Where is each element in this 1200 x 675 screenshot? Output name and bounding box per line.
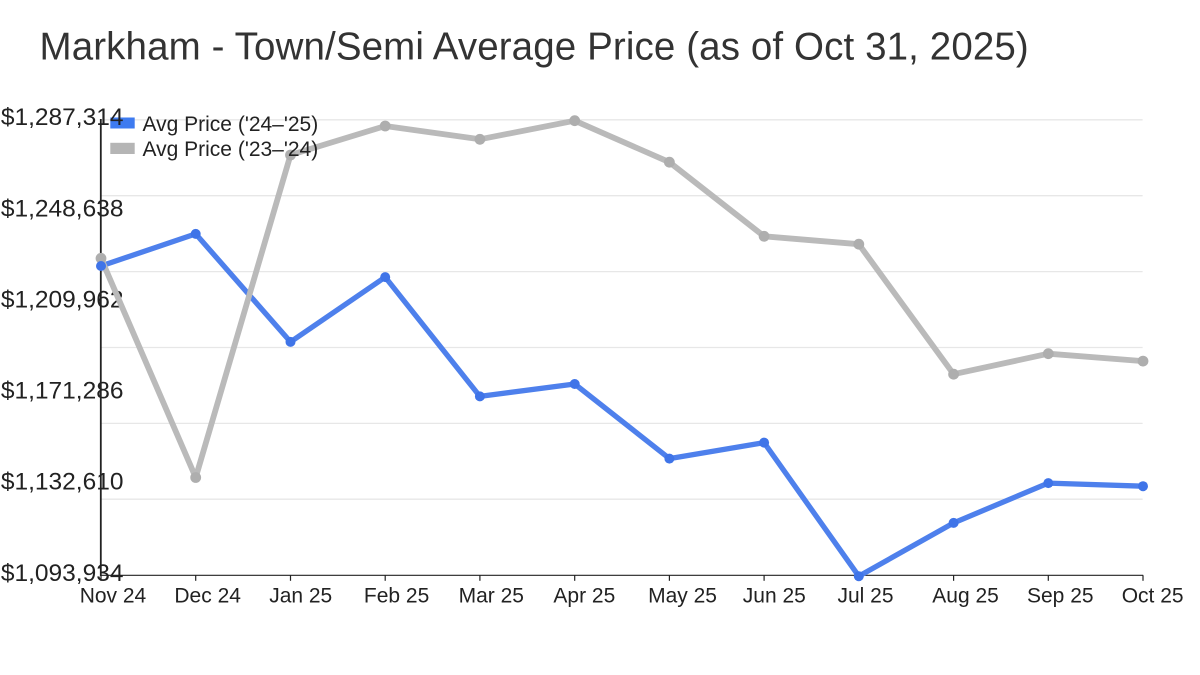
svg-text:Avg Price ('23–'24): Avg Price ('23–'24) [143,138,319,161]
svg-text:Avg Price ('24–'25): Avg Price ('24–'25) [143,113,319,136]
svg-text:Oct 25: Oct 25 [1122,585,1184,608]
svg-text:Apr 25: Apr 25 [553,585,615,608]
svg-text:Mar 25: Mar 25 [459,585,524,608]
svg-text:Jul 25: Jul 25 [838,585,894,608]
svg-text:Sep 25: Sep 25 [1027,585,1094,608]
svg-text:Jun 25: Jun 25 [743,585,806,608]
svg-text:May 25: May 25 [648,585,717,608]
svg-text:Dec 24: Dec 24 [174,585,241,608]
svg-text:$1,171,286: $1,171,286 [1,378,124,405]
svg-text:Aug 25: Aug 25 [932,585,999,608]
svg-text:$1,287,314: $1,287,314 [1,104,124,131]
svg-text:$1,132,610: $1,132,610 [1,469,124,496]
svg-text:$1,248,638: $1,248,638 [1,195,124,222]
svg-text:Jan 25: Jan 25 [269,585,332,608]
svg-text:$1,093,934: $1,093,934 [1,560,124,587]
svg-text:Feb 25: Feb 25 [364,585,429,608]
svg-text:$1,209,962: $1,209,962 [1,286,124,313]
svg-text:Markham - Town/Semi Average Pr: Markham - Town/Semi Average Price (as of… [40,25,1029,68]
svg-text:Nov 24: Nov 24 [80,585,147,608]
